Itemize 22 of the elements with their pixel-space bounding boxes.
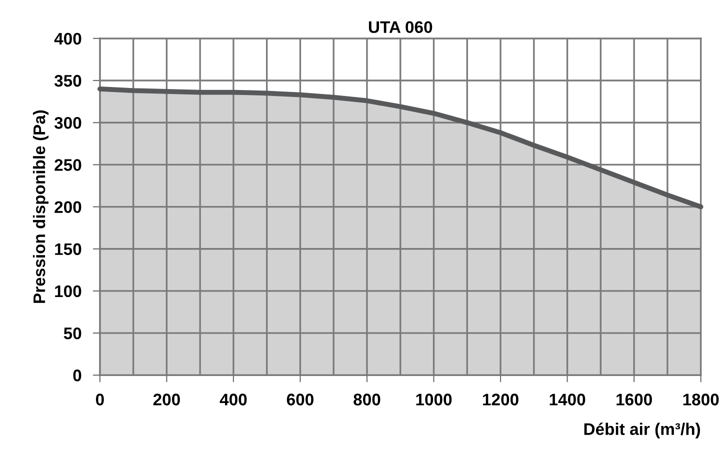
x-tick-label: 1200: [483, 394, 518, 406]
y-tick-label: 0: [73, 370, 82, 382]
x-axis-title: Débit air (m³/h): [584, 422, 700, 438]
y-tick-label: 300: [54, 117, 82, 129]
x-tick-label: 200: [153, 394, 180, 406]
x-tick-label: 1600: [616, 394, 652, 406]
y-axis-title: Pression disponible (Pa): [32, 110, 48, 303]
y-tick-label: 250: [54, 159, 82, 171]
y-tick-label: 350: [54, 74, 82, 87]
x-tick-label: 1800: [683, 394, 719, 406]
chart-title: UTA 060: [368, 21, 432, 34]
y-tick-label: 150: [55, 243, 82, 256]
x-tick-label: 1000: [416, 394, 452, 406]
y-tick-label: 200: [54, 201, 82, 213]
y-tick-label: 50: [64, 327, 82, 340]
x-tick-label: 1400: [550, 394, 586, 406]
x-tick-label: 600: [286, 394, 314, 406]
x-tick-label: 400: [220, 394, 247, 406]
y-tick-label: 100: [55, 285, 82, 298]
y-tick-label: 400: [54, 32, 82, 45]
x-tick-label: 0: [96, 394, 104, 406]
x-tick-label: 800: [354, 394, 380, 406]
